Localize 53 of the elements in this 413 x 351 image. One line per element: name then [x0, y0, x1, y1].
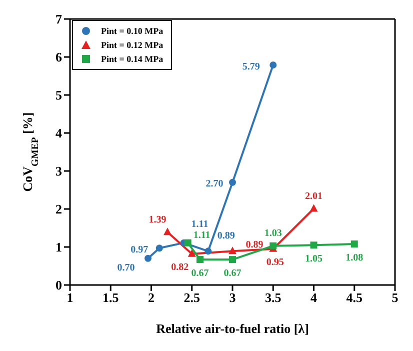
data-label: 1.03	[264, 228, 282, 240]
data-label: 1.11	[191, 219, 208, 230]
x-tick-label: 1	[66, 290, 74, 306]
point	[164, 228, 172, 236]
data-label: 0.95	[266, 257, 284, 268]
y-tick-label: 7	[56, 12, 62, 27]
point	[350, 240, 358, 248]
y-tick-label: 0	[56, 278, 62, 293]
legend-label: Pint = 0.14 MPa	[101, 53, 164, 66]
data-label: 0.67	[191, 268, 209, 279]
data-label: 5.79	[242, 61, 260, 72]
point	[204, 248, 212, 255]
x-tick-label: 5	[392, 290, 399, 306]
data-label: 0.82	[171, 262, 189, 274]
data-label: 0.97	[130, 244, 148, 256]
point	[270, 61, 277, 68]
x-tick-label: 2.5	[184, 290, 200, 306]
point	[228, 246, 236, 254]
data-label: 1.08	[346, 252, 364, 264]
point	[144, 254, 152, 262]
y-tick-label: 4	[56, 126, 62, 141]
x-axis-title: Relative air-to-fuel ratio [λ]	[156, 321, 309, 336]
point	[270, 242, 277, 250]
point	[310, 204, 318, 212]
data-label: 1.39	[148, 214, 166, 226]
x-tick-label: 2	[148, 290, 154, 306]
point	[188, 249, 196, 257]
data-label: 0.70	[117, 262, 135, 274]
point	[229, 178, 236, 186]
y-tick-label: 6	[56, 50, 62, 65]
data-label: 0.67	[224, 268, 242, 279]
x-tick-label: 1.5	[102, 290, 120, 306]
y-tick-label: 3	[56, 164, 62, 179]
y-tick-label: 1	[56, 240, 62, 255]
legend-label: Pint = 0.10 MPa	[101, 25, 164, 38]
x-tick-label: 4	[310, 290, 318, 306]
y-tick-label: 2	[56, 202, 62, 217]
y-tick-label: 5	[56, 88, 62, 103]
x-tick-label: 3.5	[265, 290, 282, 306]
point	[310, 242, 318, 249]
data-label: 2.70	[206, 178, 224, 190]
legend-label: Pint = 0.12 MPa	[101, 39, 164, 52]
x-tick-label: 4.5	[346, 290, 363, 306]
data-label: 1.11	[193, 230, 210, 242]
data-label: 0.89	[217, 230, 235, 242]
point	[156, 244, 163, 252]
data-label: 2.01	[305, 190, 322, 202]
point	[229, 256, 236, 264]
point	[184, 239, 192, 246]
data-label: 1.05	[305, 253, 322, 264]
point	[196, 256, 204, 264]
x-tick-label: 3	[229, 290, 236, 306]
data-label: 0.89	[246, 239, 264, 250]
